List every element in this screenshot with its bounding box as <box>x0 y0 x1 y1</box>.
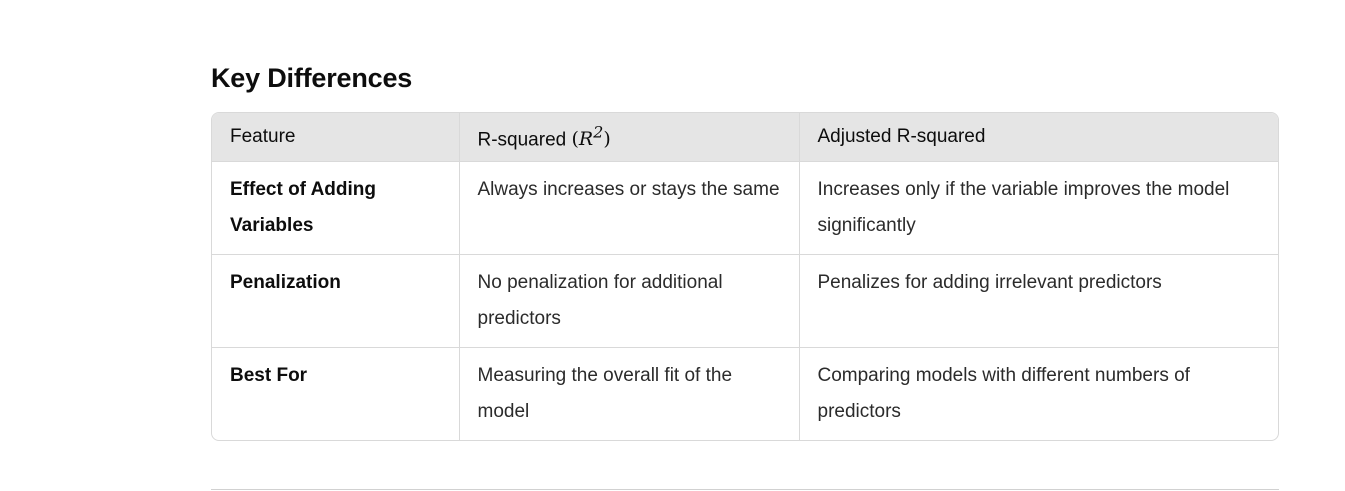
header-feature: Feature <box>212 113 459 162</box>
header-r-squared-math: (R2) <box>571 122 611 151</box>
math-symbol-r: R <box>578 128 594 151</box>
row-r-squared-cell: Always increases or stays the same <box>458 161 799 255</box>
table-header: Feature R-squared (R2) Adjusted R-square… <box>212 113 1278 162</box>
math-exponent: 2 <box>593 122 604 142</box>
table-header-row: Feature R-squared (R2) Adjusted R-square… <box>212 113 1278 162</box>
row-adjusted-cell: Penalizes for adding irrelevant predicto… <box>798 254 1278 348</box>
row-feature-cell: Penalization <box>212 254 459 348</box>
row-adjusted-cell: Increases only if the variable improves … <box>798 161 1278 255</box>
section-divider <box>211 489 1279 490</box>
comparison-table-container: Feature R-squared (R2) Adjusted R-square… <box>211 112 1279 441</box>
header-r-squared: R-squared (R2) <box>458 113 799 162</box>
row-r-squared-cell: No penalization for additional predictor… <box>458 254 799 348</box>
header-r-squared-label: R-squared <box>477 129 572 151</box>
table-body: Effect of Adding Variables Always increa… <box>212 161 1278 440</box>
comparison-table: Feature R-squared (R2) Adjusted R-square… <box>212 113 1278 440</box>
table-row: Effect of Adding Variables Always increa… <box>212 161 1278 255</box>
table-row: Best For Measuring the overall fit of th… <box>212 347 1278 440</box>
header-adjusted-r-squared: Adjusted R-squared <box>798 113 1278 162</box>
row-r-squared-cell: Measuring the overall fit of the model <box>458 347 799 440</box>
row-feature-cell: Best For <box>212 347 459 440</box>
row-feature-cell: Effect of Adding Variables <box>230 179 376 236</box>
row-adjusted-cell: Comparing models with different numbers … <box>798 347 1278 440</box>
section-title: Key Differences <box>211 63 413 93</box>
table-row: Penalization No penalization for additio… <box>212 254 1278 348</box>
